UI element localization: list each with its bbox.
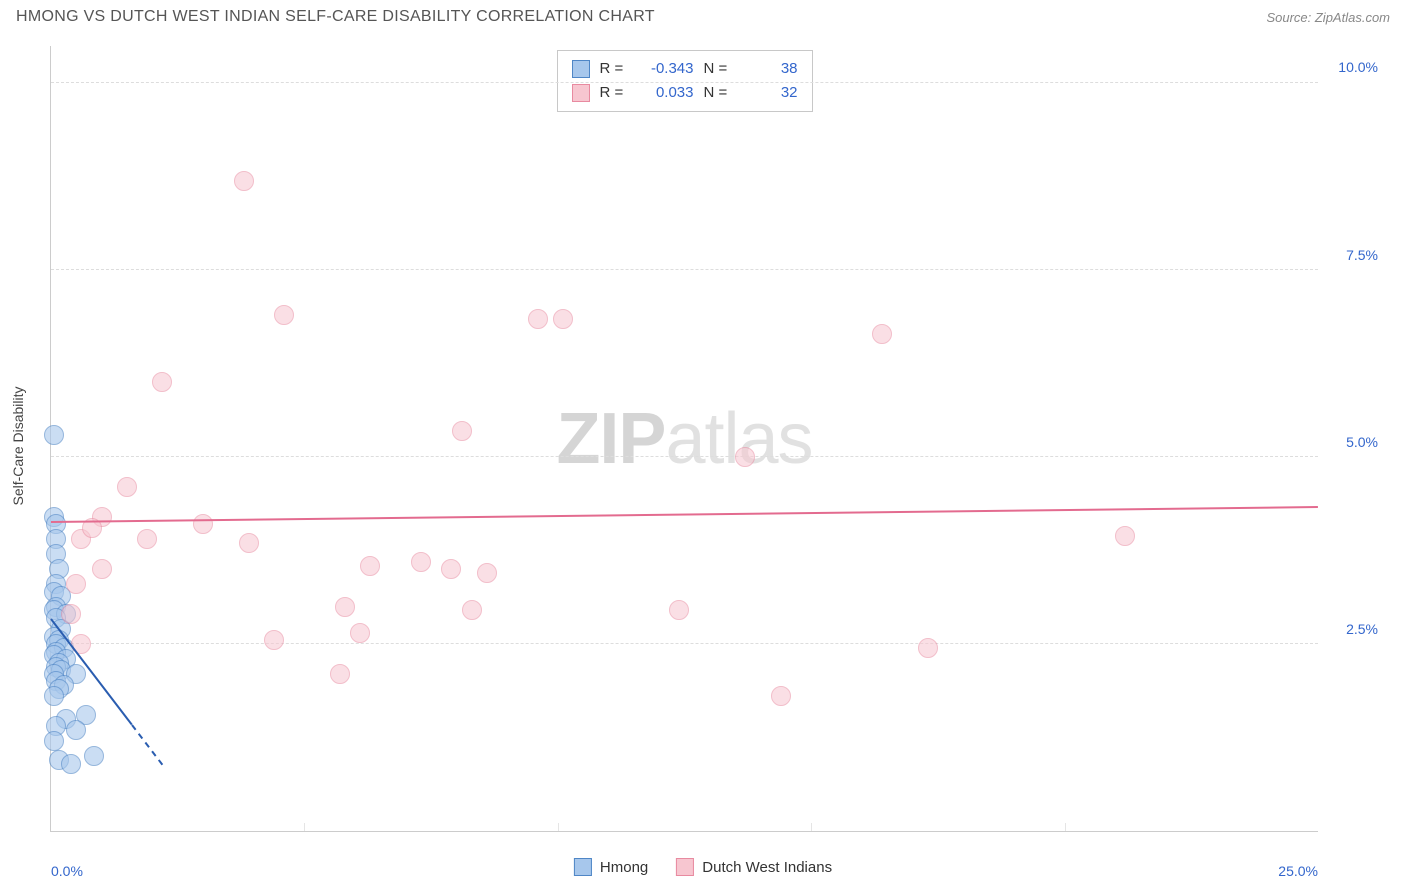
data-point	[66, 720, 86, 740]
data-point	[360, 556, 380, 576]
data-point	[274, 305, 294, 325]
data-point	[44, 731, 64, 751]
data-point	[771, 686, 791, 706]
r-label: R =	[600, 57, 628, 81]
data-point	[234, 171, 254, 191]
legend-label: Hmong	[600, 859, 648, 876]
swatch	[572, 84, 590, 102]
source-label: Source: ZipAtlas.com	[1266, 10, 1390, 25]
data-point	[239, 533, 259, 553]
data-point	[117, 477, 137, 497]
data-point	[44, 686, 64, 706]
data-point	[441, 559, 461, 579]
stats-row: R = 0.033 N = 32	[572, 81, 798, 105]
data-point	[137, 529, 157, 549]
data-point	[1115, 526, 1135, 546]
n-label: N =	[704, 81, 732, 105]
header: HMONG VS DUTCH WEST INDIAN SELF-CARE DIS…	[0, 0, 1406, 30]
data-point	[92, 559, 112, 579]
data-point	[61, 604, 81, 624]
chart-title: HMONG VS DUTCH WEST INDIAN SELF-CARE DIS…	[16, 8, 655, 26]
swatch	[574, 858, 592, 876]
data-point	[528, 309, 548, 329]
gridline-h	[51, 456, 1318, 457]
n-value: 38	[742, 57, 798, 81]
legend-item: Hmong	[574, 858, 648, 876]
x-tick	[304, 823, 305, 831]
data-point	[477, 563, 497, 583]
data-point	[669, 600, 689, 620]
watermark: ZIPatlas	[556, 398, 812, 480]
data-point	[264, 630, 284, 650]
n-label: N =	[704, 57, 732, 81]
r-value: -0.343	[638, 57, 694, 81]
y-axis-label: Self-Care Disability	[10, 386, 26, 505]
x-tick	[558, 823, 559, 831]
r-value: 0.033	[638, 81, 694, 105]
data-point	[452, 421, 472, 441]
y-tick-label: 7.5%	[1323, 247, 1378, 263]
legend: Hmong Dutch West Indians	[574, 858, 832, 876]
data-point	[330, 664, 350, 684]
trend-line	[51, 506, 1318, 523]
data-point	[66, 574, 86, 594]
data-point	[152, 372, 172, 392]
data-point	[44, 425, 64, 445]
x-tick-label: 25.0%	[1278, 863, 1318, 879]
gridline-h	[51, 269, 1318, 270]
trend-line	[131, 724, 163, 765]
swatch	[572, 60, 590, 78]
data-point	[84, 746, 104, 766]
n-value: 32	[742, 81, 798, 105]
gridline-h	[51, 643, 1318, 644]
swatch	[676, 858, 694, 876]
data-point	[872, 324, 892, 344]
r-label: R =	[600, 81, 628, 105]
stats-box: R = -0.343 N = 38 R = 0.033 N = 32	[557, 50, 813, 112]
data-point	[350, 623, 370, 643]
x-tick-label: 0.0%	[51, 863, 83, 879]
plot-area: ZIPatlas R = -0.343 N = 38R = 0.033 N = 32 0.0…	[50, 46, 1318, 832]
chart-container: ZIPatlas R = -0.343 N = 38R = 0.033 N = 32 0.0…	[50, 46, 1378, 832]
data-point	[918, 638, 938, 658]
gridline-h	[51, 82, 1318, 83]
data-point	[335, 597, 355, 617]
x-tick	[1065, 823, 1066, 831]
y-tick-label: 2.5%	[1323, 621, 1378, 637]
data-point	[193, 514, 213, 534]
data-point	[411, 552, 431, 572]
legend-label: Dutch West Indians	[702, 859, 832, 876]
y-tick-label: 5.0%	[1323, 434, 1378, 450]
data-point	[61, 754, 81, 774]
x-tick	[811, 823, 812, 831]
legend-item: Dutch West Indians	[676, 858, 832, 876]
data-point	[462, 600, 482, 620]
y-tick-label: 10.0%	[1323, 59, 1378, 75]
data-point	[735, 447, 755, 467]
stats-row: R = -0.343 N = 38	[572, 57, 798, 81]
data-point	[553, 309, 573, 329]
